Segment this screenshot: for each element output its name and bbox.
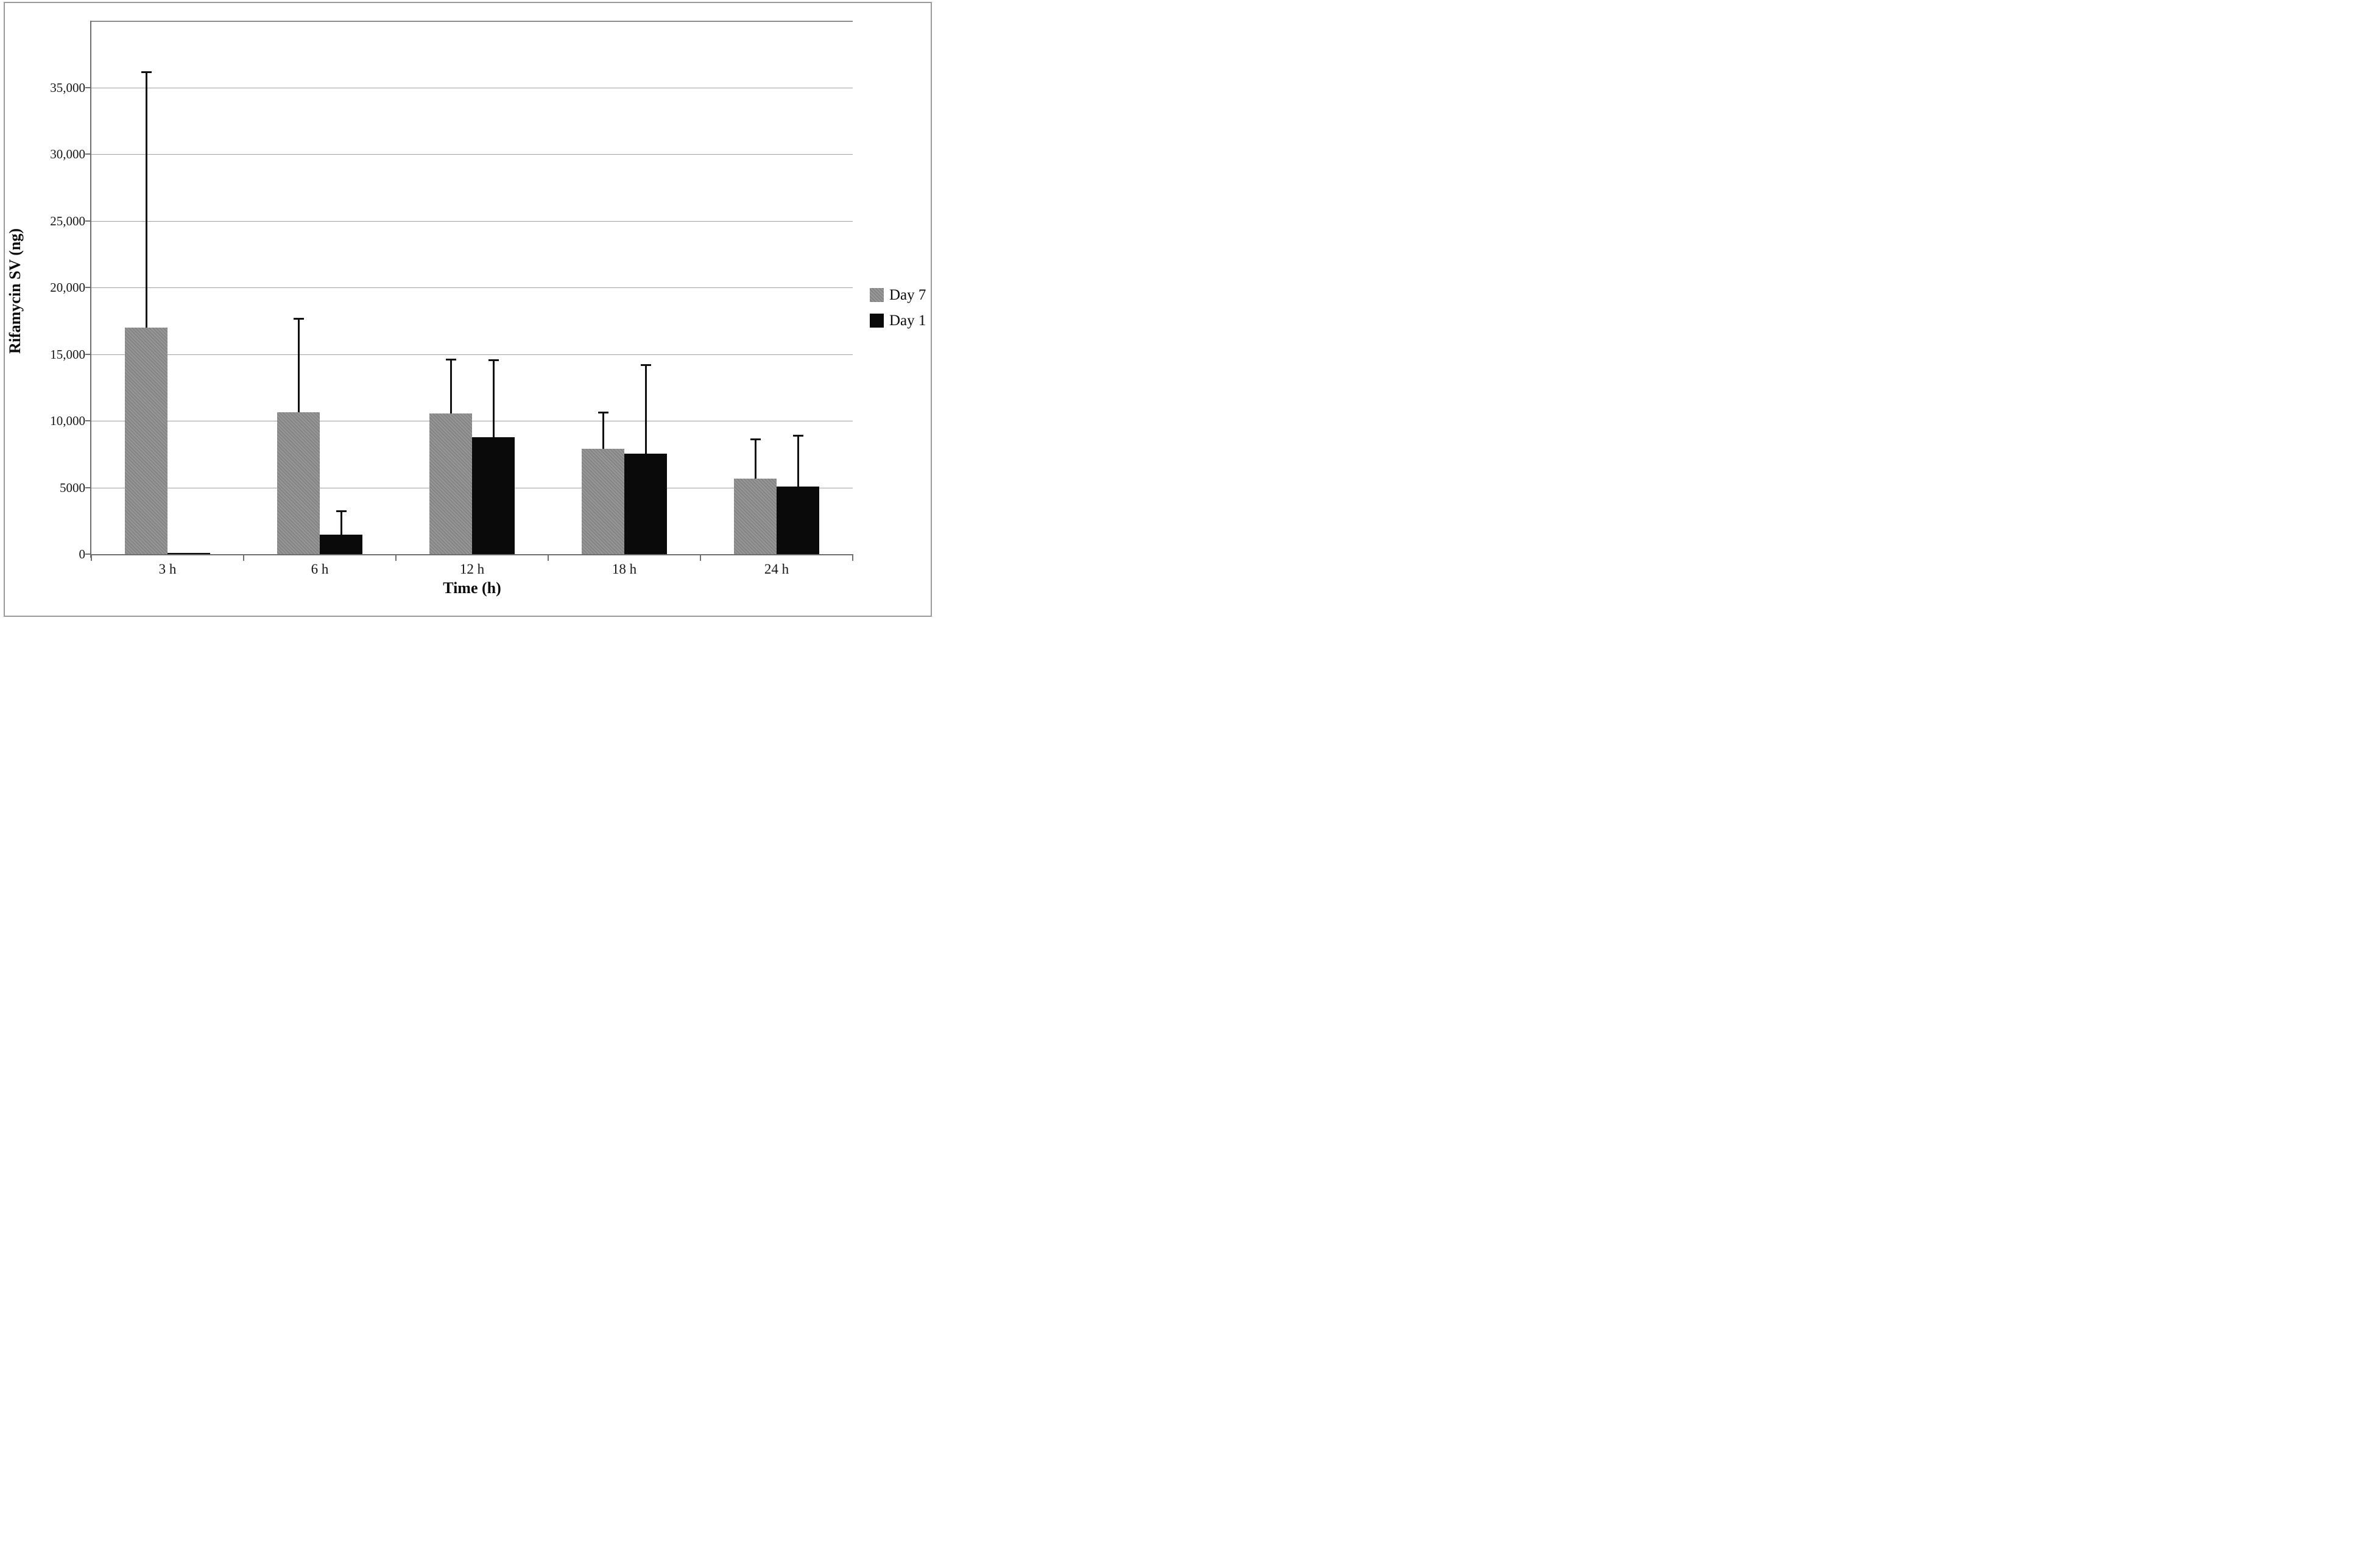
gridline-15000 (91, 354, 853, 355)
x-axis-tick-3 (548, 555, 549, 561)
legend-label-day1: Day 1 (889, 312, 926, 329)
x-axis-tick-5 (852, 555, 853, 561)
y-tick-20000 (85, 287, 90, 288)
legend-item-day1: Day 1 (870, 313, 926, 328)
y-tick-label-5000: 5000 (60, 480, 85, 495)
legend-item-day7: Day 7 (870, 287, 926, 303)
bar-day7-18h (582, 449, 624, 554)
error-cap-day7-24h (750, 438, 761, 440)
plot-top-border (91, 21, 853, 22)
y-tick-35000 (85, 86, 90, 88)
x-tick-label-18h: 18 h (612, 561, 637, 577)
y-tick-label-30000: 30,000 (50, 147, 85, 161)
x-axis-tick-2 (395, 555, 397, 561)
y-tick-label-25000: 25,000 (50, 213, 85, 228)
bar-day1-24h (777, 487, 819, 554)
y-axis-line (90, 21, 91, 558)
error-cap-day1-18h (640, 364, 651, 367)
legend-label-day7: Day 7 (889, 287, 926, 303)
bar-day1-6h (320, 534, 362, 554)
y-tick-label-15000: 15,000 (50, 346, 85, 362)
gridline-20000 (91, 287, 853, 288)
x-axis-tick-1 (243, 555, 244, 561)
x-axis-tick-0 (91, 555, 92, 561)
error-cap-day7-3h (141, 71, 152, 74)
error-bar-day7-12h (450, 359, 452, 413)
day1-swatch-icon (870, 314, 884, 328)
x-axis-line (90, 554, 853, 555)
x-tick-label-12h: 12 h (459, 561, 485, 577)
x-tick-label-6h: 6 h (311, 561, 329, 577)
error-bar-day1-24h (797, 435, 799, 487)
y-tick-10000 (85, 420, 90, 421)
y-tick-5000 (85, 487, 90, 488)
day7-swatch-icon (870, 288, 884, 302)
error-cap-day1-24h (792, 435, 803, 437)
bar-chart-figure: Rifamycin SV (ng) Time (h) Day 7 Day 1 0… (0, 0, 943, 627)
bar-day1-18h (624, 453, 667, 554)
error-bar-day7-6h (297, 318, 300, 412)
gridline-30000 (91, 154, 853, 155)
y-tick-label-10000: 10,000 (50, 413, 85, 428)
y-tick-label-20000: 20,000 (50, 280, 85, 295)
error-cap-day7-18h (598, 411, 608, 413)
error-cap-day1-12h (488, 359, 499, 362)
x-tick-label-24h: 24 h (764, 561, 789, 577)
bar-day7-6h (277, 412, 320, 554)
error-cap-day1-6h (336, 510, 347, 513)
legend: Day 7 Day 1 (870, 287, 926, 339)
error-bar-day1-18h (644, 365, 647, 454)
bar-day7-12h (429, 413, 472, 554)
y-tick-30000 (85, 153, 90, 155)
x-tick-label-3h: 3 h (158, 561, 177, 577)
error-bar-day7-24h (754, 438, 756, 479)
gridline-25000 (91, 220, 853, 222)
bar-day7-24h (734, 478, 777, 554)
plot-area (85, 21, 853, 561)
y-tick-0 (85, 554, 90, 555)
x-axis-title: Time (h) (443, 579, 501, 597)
error-cap-day7-6h (293, 318, 304, 320)
bar-day7-3h (125, 327, 167, 554)
bar-day1-3h (167, 553, 210, 554)
y-tick-label-0: 0 (79, 547, 86, 561)
error-bar-day1-6h (340, 511, 342, 535)
error-bar-day7-18h (602, 412, 604, 449)
error-bar-day1-12h (492, 360, 495, 437)
error-cap-day7-12h (445, 359, 456, 361)
bar-day1-12h (472, 437, 515, 554)
y-tick-label-35000: 35,000 (50, 80, 85, 95)
y-tick-25000 (85, 220, 90, 222)
y-tick-15000 (85, 353, 90, 355)
error-bar-day7-3h (145, 72, 147, 328)
x-axis-tick-4 (700, 555, 701, 561)
